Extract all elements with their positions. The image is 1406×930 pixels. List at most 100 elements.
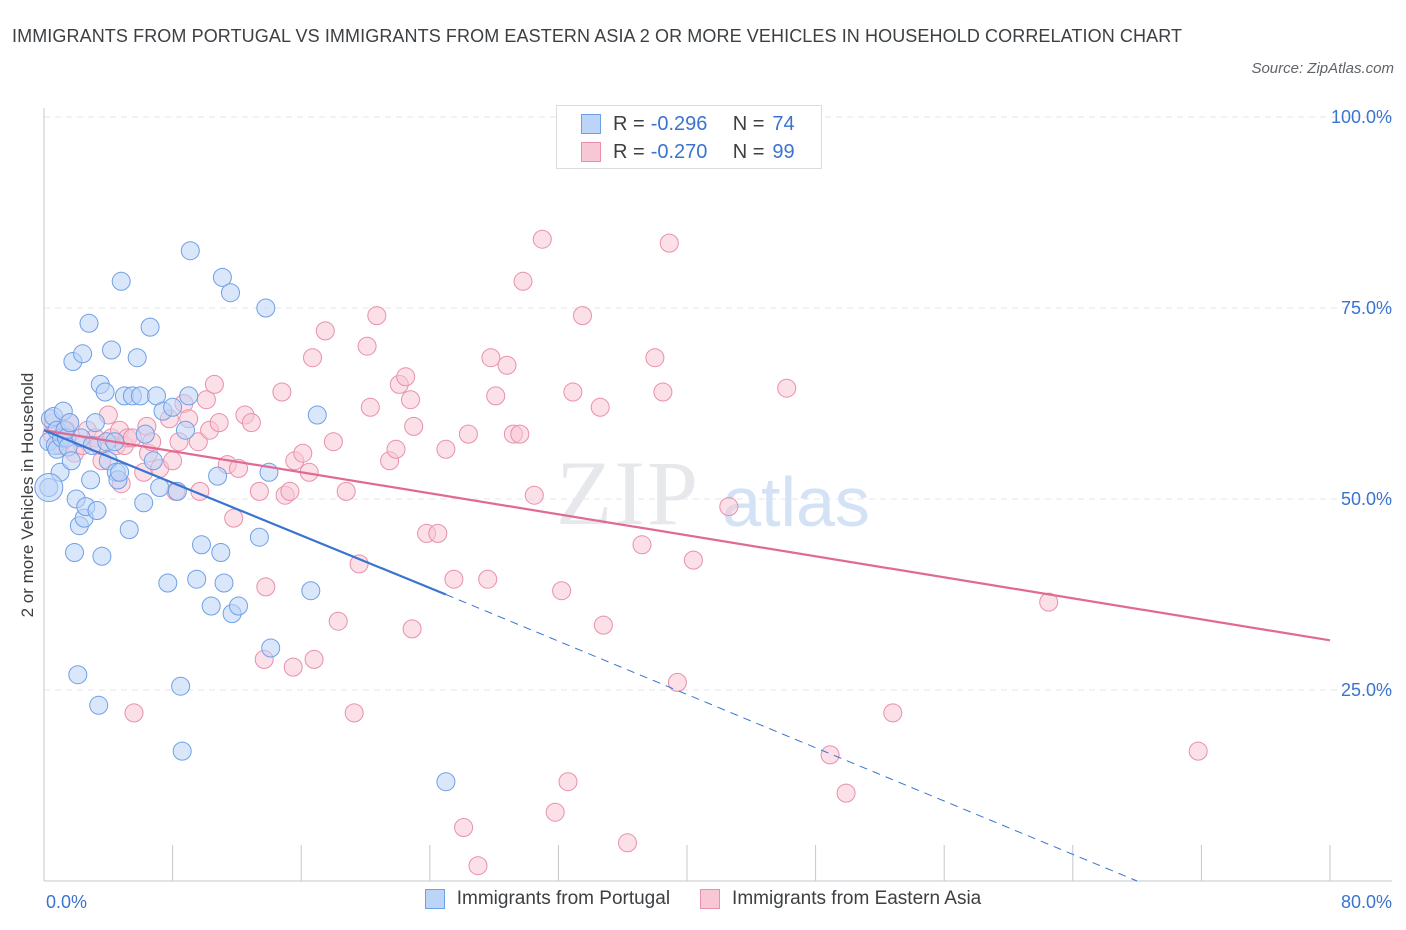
portugal-point	[212, 267, 232, 287]
y-tick-label: 75.0%	[1341, 298, 1392, 318]
eastern-asia-point	[229, 458, 248, 478]
watermark-atlas: atlas	[722, 463, 870, 541]
portugal-point	[261, 638, 281, 658]
portugal-point	[176, 420, 195, 440]
r-value: -0.296	[650, 112, 708, 135]
eastern-asia-point	[481, 348, 501, 368]
portugal-point	[211, 543, 231, 562]
eastern-asia-point	[386, 439, 406, 459]
r-value: -0.270	[650, 140, 708, 163]
portugal-point	[65, 543, 84, 562]
legend-label: Immigrants from Eastern Asia	[732, 888, 982, 909]
stats-row-eastern-asia: R = -0.270 N = 99	[581, 140, 795, 164]
x-tick-label: 80.0%	[1341, 892, 1392, 912]
eastern-asia-point	[344, 703, 364, 723]
portugal-point	[256, 298, 276, 318]
eastern-asia-point	[545, 802, 565, 822]
portugal-point	[68, 665, 88, 685]
eastern-asia-point	[293, 443, 313, 463]
eastern-asia-point	[820, 745, 840, 765]
eastern-asia-point	[315, 321, 335, 341]
portugal-point	[102, 340, 121, 360]
portugal-point	[187, 569, 207, 589]
eastern-asia-point	[328, 611, 348, 631]
portugal-point	[119, 520, 139, 540]
legend-label: Immigrants from Portugal	[456, 888, 671, 909]
eastern-asia-point	[659, 233, 679, 253]
eastern-asia-point	[349, 554, 369, 574]
portugal-point	[208, 466, 228, 486]
eastern-asia-point	[428, 523, 448, 543]
portugal-point	[143, 451, 163, 471]
y-tick-label: 25.0%	[1341, 680, 1392, 700]
portugal-point	[61, 451, 81, 471]
eastern-asia-point	[436, 439, 456, 459]
n-value: 99	[772, 140, 795, 163]
portugal-swatch	[424, 889, 445, 909]
watermark-zip: ZIP	[556, 442, 700, 544]
eastern-asia-point	[458, 424, 478, 444]
eastern-asia-point	[404, 416, 424, 436]
portugal-point	[163, 397, 183, 417]
eastern-asia-point	[510, 424, 530, 444]
portugal-point	[60, 413, 80, 433]
portugal-point	[95, 382, 115, 402]
portugal-point	[85, 413, 105, 433]
portugal-point	[221, 283, 240, 303]
eastern-asia-point	[367, 306, 387, 326]
eastern-asia-point	[777, 378, 797, 398]
eastern-asia-point	[558, 772, 578, 792]
eastern-asia-point	[303, 348, 322, 368]
portugal-point	[158, 573, 178, 593]
eastern-asia-point	[719, 497, 739, 517]
eastern-asia-point	[357, 336, 377, 356]
eastern-asia-point	[241, 413, 261, 433]
portugal-point	[87, 501, 107, 520]
portugal-point	[201, 596, 221, 616]
eastern-asia-point	[396, 367, 416, 387]
eastern-asia-swatch	[700, 889, 721, 909]
portugal-point	[130, 386, 150, 406]
eastern-asia-point	[478, 569, 498, 589]
eastern-asia-point	[645, 348, 665, 368]
eastern-asia-point	[524, 485, 544, 505]
n-label: N =	[732, 140, 765, 163]
eastern-asia-point	[552, 581, 572, 601]
stats-legend: R = -0.296 N = 74 R = -0.270 N = 99	[556, 105, 822, 169]
portugal-point	[135, 424, 155, 444]
eastern-asia-point	[336, 481, 356, 501]
portugal-point	[192, 535, 211, 555]
eastern-asia-point	[323, 432, 343, 452]
portugal-point	[436, 772, 456, 792]
eastern-asia-swatch	[581, 142, 601, 162]
y-tick-label: 100.0%	[1331, 107, 1392, 127]
eastern-asia-point	[283, 657, 303, 677]
n-label: N =	[732, 112, 765, 135]
eastern-asia-point	[632, 535, 652, 555]
legend-item-portugal: Immigrants from Portugal	[424, 888, 671, 910]
eastern-asia-point	[249, 481, 269, 501]
eastern-asia-point	[401, 390, 420, 410]
eastern-asia-point	[304, 649, 324, 669]
eastern-asia-point	[204, 374, 224, 394]
portugal-point	[307, 405, 327, 425]
eastern-asia-point	[683, 550, 703, 570]
legend-item-eastern-asia: Immigrants from Eastern Asia	[700, 888, 981, 910]
portugal-point	[171, 676, 191, 696]
stats-row-portugal: R = -0.296 N = 74	[581, 112, 795, 136]
eastern-asia-point	[513, 271, 533, 291]
r-label: R =	[613, 112, 645, 135]
y-tick-label: 50.0%	[1341, 489, 1392, 509]
portugal-point	[214, 573, 234, 593]
eastern-asia-point	[402, 619, 422, 639]
eastern-asia-point	[280, 481, 300, 501]
n-value: 74	[772, 112, 795, 135]
portugal-point	[110, 462, 130, 482]
portugal-point	[81, 470, 101, 490]
portugal-point	[180, 241, 200, 261]
portugal-point	[301, 581, 321, 601]
portugal-points	[34, 241, 456, 792]
eastern-asia-points	[42, 107, 1208, 876]
eastern-asia-point	[486, 386, 506, 406]
